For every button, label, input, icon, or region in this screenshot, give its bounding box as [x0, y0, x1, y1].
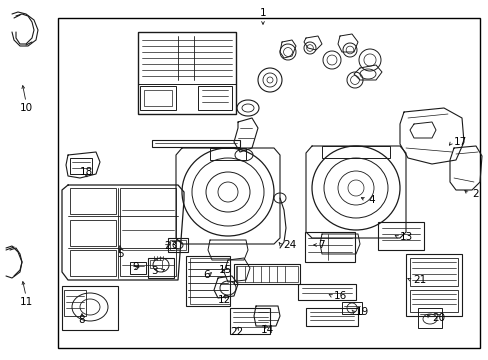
Text: 18: 18	[79, 167, 92, 177]
Bar	[62, 286, 118, 330]
Bar	[229, 308, 269, 334]
Bar	[64, 290, 86, 316]
Bar	[190, 258, 229, 304]
Bar	[150, 260, 162, 268]
Text: 5: 5	[117, 249, 123, 259]
Bar	[148, 258, 174, 278]
Bar	[170, 240, 185, 250]
Bar	[70, 250, 116, 276]
Bar	[341, 302, 361, 314]
Bar	[70, 220, 116, 246]
Bar	[138, 32, 236, 114]
Text: 3: 3	[151, 266, 158, 276]
Bar	[405, 254, 461, 316]
Bar	[70, 188, 116, 214]
Bar	[321, 146, 389, 158]
Bar	[140, 86, 176, 110]
Text: 6: 6	[203, 270, 210, 280]
Bar	[305, 308, 357, 326]
Text: 9: 9	[132, 262, 139, 272]
Bar	[130, 262, 146, 274]
Bar	[236, 266, 297, 282]
Bar	[297, 284, 355, 300]
Text: 16: 16	[333, 291, 346, 301]
Bar	[409, 258, 457, 286]
Text: 8: 8	[79, 315, 85, 325]
Text: 23: 23	[163, 241, 177, 251]
Text: 12: 12	[217, 295, 230, 305]
Text: 10: 10	[20, 103, 33, 113]
Bar	[120, 188, 176, 276]
Text: 15: 15	[219, 265, 232, 275]
Bar	[138, 32, 236, 84]
Bar	[152, 140, 240, 147]
Text: 24: 24	[283, 240, 296, 250]
Bar	[168, 238, 187, 252]
Text: 21: 21	[412, 275, 426, 285]
Text: 13: 13	[399, 232, 412, 242]
Bar	[70, 158, 92, 174]
Text: 1: 1	[259, 8, 266, 18]
Bar	[198, 86, 231, 110]
Bar	[143, 90, 172, 106]
Bar	[409, 290, 457, 312]
Bar	[185, 256, 229, 306]
Text: 11: 11	[20, 297, 33, 307]
Text: 4: 4	[367, 195, 374, 205]
Text: 22: 22	[230, 327, 243, 337]
Bar	[234, 264, 299, 284]
Text: 20: 20	[431, 313, 444, 323]
Text: 17: 17	[453, 137, 467, 147]
Text: 2: 2	[471, 189, 478, 199]
Text: 14: 14	[260, 325, 273, 335]
Bar	[58, 18, 479, 348]
Bar	[305, 232, 354, 262]
Text: 19: 19	[355, 307, 368, 317]
Text: 7: 7	[317, 240, 324, 250]
Bar	[417, 308, 441, 328]
Bar	[209, 148, 245, 160]
Bar	[377, 222, 423, 250]
